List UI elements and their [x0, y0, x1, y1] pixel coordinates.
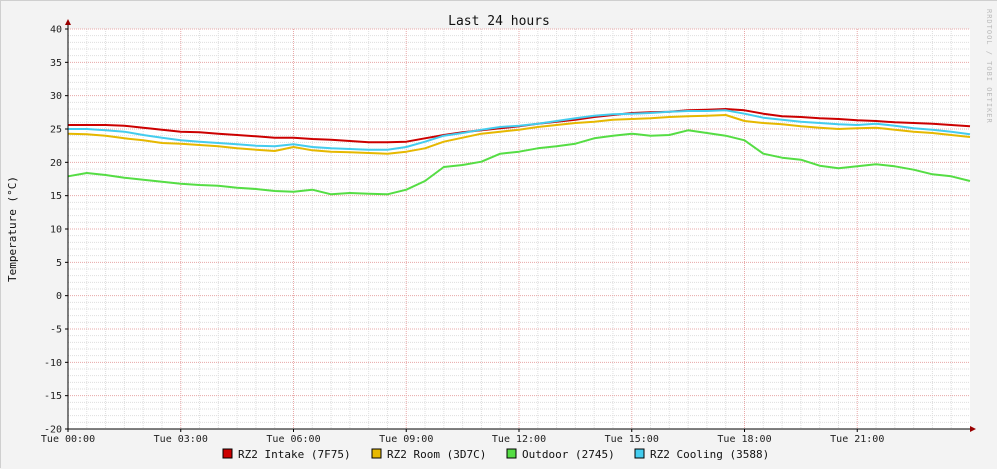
legend-swatch	[506, 448, 517, 459]
y-tick-label: 20	[50, 158, 62, 169]
x-tick-label: Tue 06:00	[266, 434, 320, 445]
y-tick-label: -5	[50, 325, 62, 336]
legend-label: RZ2 Room (3D7C)	[387, 448, 486, 461]
legend-label: RZ2 Intake (7F75)	[238, 448, 351, 461]
y-tick-label: 25	[50, 125, 62, 136]
y-tick-label: -15	[44, 391, 62, 402]
x-tick-label: Tue 18:00	[717, 434, 771, 445]
y-tick-label: 10	[50, 225, 62, 236]
y-axis-label: Temperature (°C)	[6, 176, 19, 282]
watermark: RRDTOOL / TOBI OETIKER	[985, 9, 993, 124]
y-tick-label: 35	[50, 58, 62, 69]
y-axis-arrow-icon	[65, 19, 71, 25]
x-tick-label: Tue 00:00	[41, 434, 95, 445]
legend-label: RZ2 Cooling (3588)	[650, 448, 769, 461]
chart-title: Last 24 hours	[448, 14, 550, 29]
axes	[65, 19, 976, 432]
y-tick-label: 30	[50, 91, 62, 102]
legend-swatch	[371, 448, 382, 459]
y-tick-label: -10	[44, 358, 62, 369]
legend: RZ2 Intake (7F75) RZ2 Room (3D7C) Outdoor …	[222, 448, 769, 461]
series-lines	[67, 108, 971, 196]
x-tick-label: Tue 03:00	[154, 434, 208, 445]
y-tick-label: 0	[56, 291, 62, 302]
x-tick-label: Tue 21:00	[830, 434, 884, 445]
x-tick-label: Tue 15:00	[605, 434, 659, 445]
y-tick-label: 5	[56, 258, 62, 269]
series-line-3	[67, 129, 971, 196]
x-tick-label: Tue 09:00	[379, 434, 433, 445]
x-axis-arrow-icon	[970, 426, 976, 432]
y-tick-label: 15	[50, 191, 62, 202]
legend-swatch	[222, 448, 233, 459]
legend-swatch	[634, 448, 645, 459]
series-line-2	[67, 114, 971, 155]
x-axis-ticks: Tue 00:00 Tue 03:00 Tue 06:00 Tue 09:00 Tue …	[41, 429, 884, 445]
legend-label: Outdoor (2745)	[522, 448, 615, 461]
series-line-4	[68, 109, 971, 151]
y-axis-ticks: -20 -15 -10 -5 0 5 10 15 20 25 30 35 40	[44, 25, 68, 436]
y-tick-label: 40	[50, 25, 62, 36]
x-tick-label: Tue 12:00	[492, 434, 546, 445]
y-tick-label: -20	[44, 425, 62, 436]
